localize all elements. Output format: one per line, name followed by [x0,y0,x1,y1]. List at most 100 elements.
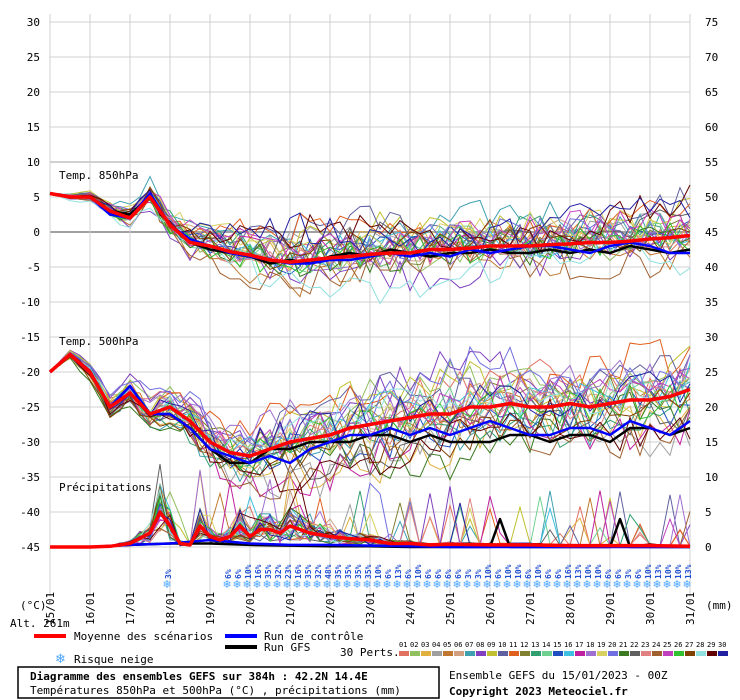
mean-precip-line [50,510,691,549]
y-left-tick-label: -45 [20,541,40,554]
legend: Moyenne des scénarios Run de contrôle Ru… [34,630,728,667]
snowflake-icon: ❄ [592,578,601,591]
snowflake-icon: ❄ [572,578,581,591]
y-left-tick-label: -5 [27,261,40,274]
member-legend-label: 04 [432,641,440,649]
y-left-tick-label: -15 [20,331,40,344]
snowflake-icon: ❄ [642,578,651,591]
snow-risk-percent: 35% [354,564,363,579]
member-line [49,191,691,266]
member-legend-label: 15 [553,641,561,649]
member-legend-label: 10 [498,641,506,649]
member-legend-swatch [597,651,607,656]
y-right-unit: (mm) [706,599,733,612]
y-left-tick-label: 0 [33,226,40,239]
snow-risk-percent: 6% [524,569,533,579]
y-left-tick-label: -30 [20,436,40,449]
x-tick-label: 20/01 [244,592,257,625]
snowflake-icon: ❄ [282,578,291,591]
member-line [49,351,691,459]
member-legend-label: 30 [718,641,726,649]
snow-risk-percent: 10% [664,564,673,579]
x-tick-label: 26/01 [484,592,497,625]
snow-risk-percent: 6% [604,569,613,579]
snow-risk-percent: 10% [374,564,383,579]
y-left-tick-label: 5 [33,191,40,204]
snowflake-icon: ❄ [432,578,441,591]
member-legend-label: 12 [520,641,528,649]
x-tick-label: 31/01 [684,592,697,625]
chart-title: Diagramme des ensembles GEFS sur 384h : … [30,670,368,683]
y-right-tick-label: 0 [705,541,712,554]
snowflake-icon: ❄ [442,578,451,591]
snow-risk-percent: 10% [484,564,493,579]
snow-risk-percent: 35% [304,564,313,579]
snow-risk-row: ❄3%❄6%❄6%❄10%❄16%❄35%❄32%❄23%❄16%❄35%❄32… [162,564,693,591]
snow-risk-percent: 32% [274,564,283,579]
legend-snow-label: Risque neige [74,653,153,666]
y-left-tick-label: -40 [20,506,40,519]
member-legend-swatch [575,651,585,656]
control-t500-line [49,353,691,465]
legend-perts-label: 30 Perts. [340,646,400,659]
snowflake-icon: ❄ [502,578,511,591]
snow-risk-percent: 6% [544,569,553,579]
y-right-tick-label: 40 [705,261,718,274]
snow-risk-percent: 3% [464,569,473,579]
member-line [49,345,691,454]
x-tick-label: 15/01 [44,592,57,625]
snowflake-icon: ❄ [682,578,691,591]
member-legend-label: 23 [641,641,649,649]
y-left-tick-label: -35 [20,471,40,484]
member-legend-swatch [542,651,552,656]
snow-risk-percent: 6% [224,569,233,579]
y-right-tick-label: 75 [705,16,718,29]
y-right-tick-label: 20 [705,401,718,414]
member-legend-swatch [696,651,706,656]
snowflake-icon: ❄ [272,578,281,591]
member-legend-label: 24 [652,641,660,649]
snow-risk-percent: 10% [504,564,513,579]
snow-risk-percent: 6% [634,569,643,579]
member-legend-swatch [685,651,695,656]
y-right-tick-label: 60 [705,121,718,134]
snow-risk-percent: 6% [234,569,243,579]
snowflake-icon: ❄ [322,578,331,591]
snowflake-icon: ❄ [222,578,231,591]
member-legend-label: 13 [531,641,539,649]
member-legend-swatch [652,651,662,656]
x-tick-label: 24/01 [404,592,417,625]
snow-risk-percent: 13% [574,564,583,579]
snowflake-icon: ❄ [452,578,461,591]
member-legend-swatch [443,651,453,656]
snowflake-icon: ❄ [612,578,621,591]
snowflake-icon: ❄ [302,578,311,591]
member-line [49,193,691,305]
member-line [49,185,691,270]
member-legend-label: 21 [619,641,627,649]
member-legend-label: 22 [630,641,638,649]
snow-risk-percent: 35% [364,564,373,579]
member-legend-swatch [553,651,563,656]
snowflake-icon: ❄ [392,578,401,591]
snowflake-icon: ❄ [332,578,341,591]
member-legend-swatch [641,651,651,656]
member-legend-swatch [608,651,618,656]
member-legend-swatch [410,651,420,656]
snowflake-icon: ❄ [582,578,591,591]
x-tick-label: 18/01 [164,592,177,625]
member-legend-swatch [718,651,728,656]
member-line [49,356,691,468]
member-legend-swatch [663,651,673,656]
x-tick-label: 23/01 [364,592,377,625]
y-right-tick-label: 25 [705,366,718,379]
y-right-tick-label: 45 [705,226,718,239]
y-right-tick-label: 10 [705,471,718,484]
gfs-precip-line [50,517,690,549]
snowflake-icon: ❄ [552,578,561,591]
y-left-tick-label: -20 [20,366,40,379]
mean-t500-line [48,352,691,458]
member-legend-swatch [630,651,640,656]
member-legend-label: 14 [542,641,550,649]
